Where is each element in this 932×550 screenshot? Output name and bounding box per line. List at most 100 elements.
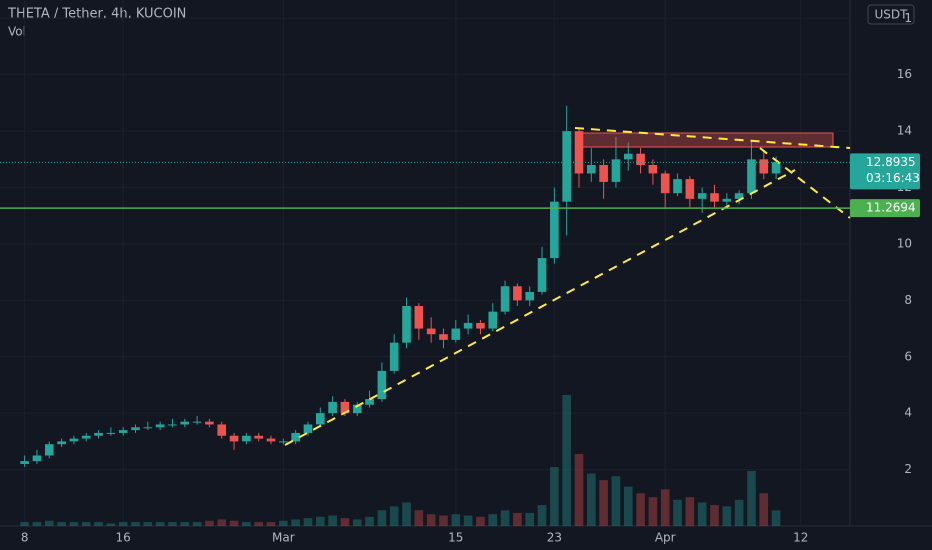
volume-bar [143,522,153,526]
candle-body [20,461,29,464]
candle-body [242,435,251,442]
volume-bar [722,506,732,526]
candle-body [180,421,190,425]
candle-body [488,311,498,329]
volume-bar [389,506,399,526]
candle-body [254,435,264,439]
volume-bar [168,522,177,526]
volume-bar [476,516,485,526]
volume-bar [315,516,325,526]
volume-bar [574,453,584,526]
candle-body [550,201,559,259]
candle-body [463,322,473,329]
volume-bar [463,515,473,526]
volume-label: Vol [8,25,26,39]
candle-body [697,193,707,199]
volume-bar [537,505,547,526]
volume-bar [205,520,214,526]
candle-body [315,413,325,425]
volume-bar [734,499,744,526]
y-tick-label: 14 [897,124,912,138]
candle-body [537,258,547,292]
candle-body [365,399,374,405]
candle-body [57,441,66,445]
drawings [284,127,851,446]
candle-body [303,424,313,433]
candle-body [648,164,658,174]
candle-body [279,441,288,443]
candle-body [266,438,276,442]
candle-body [389,342,399,371]
y-tick-label: 4 [904,406,912,420]
volume-bar [648,497,658,526]
candle-body [168,424,177,426]
volume-bar [94,522,103,526]
volume-bar [586,473,596,526]
volume-bar [303,518,313,526]
candle-body [377,370,387,400]
candle-body [623,153,633,160]
volume-bar [500,510,510,526]
candle-body [476,322,485,329]
volume-bar [451,514,461,526]
volume-bar [217,519,227,526]
candle-body [328,401,337,414]
candle-body [426,328,436,335]
candle-body [636,153,645,165]
volume-bar [254,522,264,526]
y-tick-label: 16 [897,67,912,81]
resistance-box [577,132,834,148]
volume-bar [759,493,769,526]
x-tick-label: 16 [116,531,131,545]
candle-body [94,432,103,436]
candle-body [131,427,140,431]
currency-badge[interactable] [867,4,915,25]
candle-body [710,193,719,202]
candle-body [747,159,756,194]
volume-bar [488,514,498,526]
volume-bar [673,499,682,526]
volume-bar [106,523,116,526]
volume-bar [242,522,251,526]
x-tick-label: 8 [21,531,29,545]
candle-body [513,286,522,301]
volume-bar [562,395,571,526]
y-tick-label: 8 [904,293,912,307]
volume-bar [771,510,781,526]
last-price-label: 12.8935 [866,155,916,169]
candle-body [562,131,571,202]
candle-body [685,179,695,199]
candle-body [340,401,350,414]
volume-bar [352,519,362,526]
candle-body [439,334,448,340]
volume-bar [636,493,645,526]
candle-body [32,455,42,462]
candle-body [106,432,116,434]
chart-title: THETA / Tether, 4h, KUCOIN [7,7,186,22]
candle-body [217,424,227,436]
volume-bar [266,522,276,526]
candle-body [500,286,510,312]
countdown-label: 03:16:43 [866,171,920,185]
candle-body [155,424,165,428]
level-label: 11.2694 [866,201,916,215]
volume-bar [131,522,140,526]
trendline [284,169,796,446]
candle-body [574,131,584,174]
volume-bar [402,502,411,526]
volume-bar [697,502,707,526]
x-tick-label: Mar [272,531,295,545]
candle-body [69,438,79,442]
candle-body [44,444,54,456]
volume-bar [685,497,695,526]
candle-body [722,198,732,202]
volume-bar [44,520,54,526]
x-tick-label: Apr [655,531,676,545]
trendline [759,147,851,219]
candle-body [599,164,608,182]
volume-bar [32,522,42,526]
y-tick-label: 6 [904,349,912,363]
currency[interactable]: USDT [875,8,909,22]
